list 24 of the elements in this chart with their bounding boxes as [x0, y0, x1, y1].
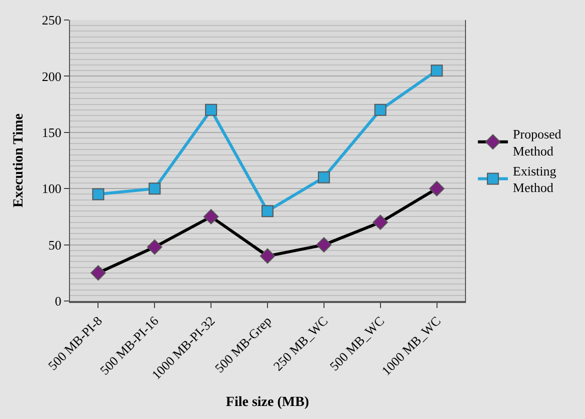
- y-tick-label: 250: [42, 12, 62, 28]
- point: [430, 64, 443, 77]
- y-tick-label: 150: [42, 124, 62, 140]
- point: [260, 248, 276, 264]
- x-axis-title: File size (MB): [226, 395, 310, 410]
- point: [90, 265, 106, 281]
- point: [148, 182, 161, 195]
- y-tick-label: 0: [54, 294, 62, 309]
- point: [146, 239, 162, 255]
- y-tick-label: 200: [42, 68, 62, 84]
- point: [372, 214, 388, 230]
- point: [429, 180, 444, 196]
- point: [92, 188, 104, 200]
- point: [374, 104, 386, 116]
- point: [205, 104, 218, 116]
- legend-label: Existing Method: [512, 163, 557, 196]
- y-tick-label: 100: [42, 181, 62, 196]
- point: [318, 171, 330, 184]
- point: [316, 237, 332, 252]
- point: [262, 205, 274, 218]
- point: [203, 209, 219, 224]
- y-axis-title: Execution Time: [12, 114, 26, 208]
- legend-label: Proposed Method: [512, 126, 562, 158]
- y-tick-label: 50: [48, 237, 62, 252]
